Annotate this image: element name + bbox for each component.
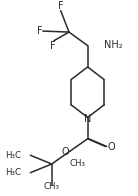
Text: CH₃: CH₃	[44, 182, 60, 191]
Text: O: O	[62, 147, 69, 157]
Text: F: F	[37, 26, 42, 36]
Text: N: N	[84, 114, 91, 124]
Text: CH₃: CH₃	[70, 160, 86, 169]
Text: H₃C: H₃C	[5, 151, 21, 160]
Text: O: O	[108, 142, 116, 152]
Text: F: F	[58, 1, 63, 11]
Text: NH₂: NH₂	[104, 40, 122, 50]
Text: H₃C: H₃C	[5, 168, 21, 177]
Text: F: F	[50, 41, 55, 51]
